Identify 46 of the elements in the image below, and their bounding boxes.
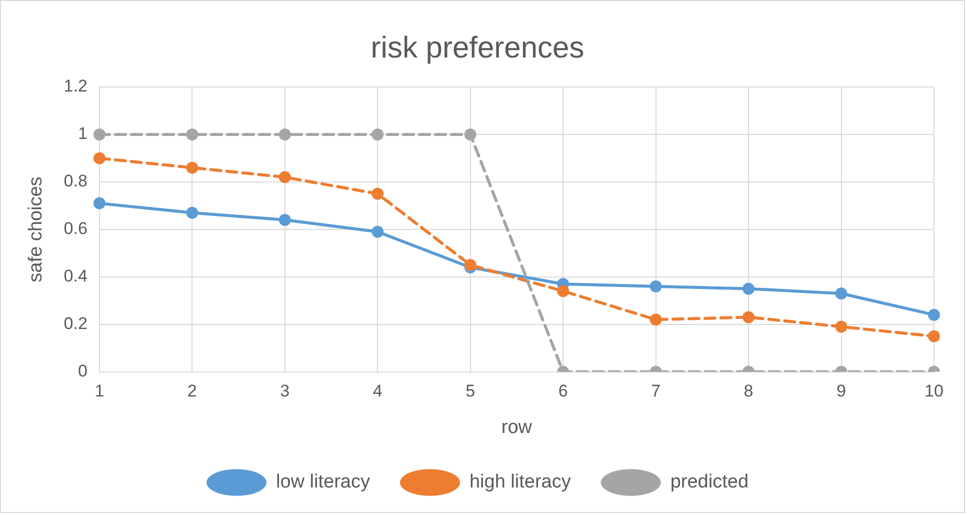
point (372, 188, 384, 200)
x-tick-label: 3 (280, 382, 290, 401)
point (928, 308, 940, 321)
point (650, 280, 662, 292)
y-tick-label: 1.2 (64, 76, 88, 96)
point (93, 152, 106, 164)
x-tick-label: 7 (651, 382, 661, 401)
x-axis-title: row (501, 416, 532, 438)
point (186, 128, 198, 140)
point (278, 171, 291, 184)
point (372, 226, 384, 238)
point (186, 206, 198, 219)
point (186, 162, 198, 174)
point (835, 287, 848, 300)
point (464, 128, 476, 140)
y-tick-label: 0.2 (64, 314, 88, 334)
x-tick-label: 1 (94, 382, 104, 401)
legend-label: high literacy (469, 472, 572, 493)
x-tick-label: 4 (372, 382, 382, 401)
point (464, 259, 476, 271)
point (93, 128, 106, 140)
legend-label: low literacy (276, 472, 370, 493)
point (742, 282, 755, 295)
chart-title: risk preferences (370, 31, 584, 64)
y-axis-title: safe choices (26, 176, 47, 282)
x-tick-label: 6 (558, 382, 568, 401)
y-tick-label: 0.6 (64, 219, 88, 238)
x-tick-label: 10 (924, 382, 944, 401)
x-tick-label: 8 (744, 382, 754, 401)
x-tick-label: 5 (466, 382, 476, 401)
point (372, 128, 384, 140)
point (278, 128, 291, 140)
y-tick-label: 0.4 (64, 266, 88, 286)
x-tick-label: 2 (187, 382, 197, 401)
point (835, 320, 848, 333)
point (742, 311, 755, 324)
point (93, 197, 106, 210)
legend-label: predicted (670, 472, 749, 493)
y-tick-label: 1 (78, 124, 88, 144)
point (278, 214, 291, 226)
y-tick-label: 0 (78, 361, 88, 380)
point (928, 330, 940, 342)
point (557, 285, 570, 298)
point (650, 314, 662, 326)
y-tick-label: 0.8 (64, 172, 88, 191)
x-tick-label: 9 (836, 382, 846, 401)
